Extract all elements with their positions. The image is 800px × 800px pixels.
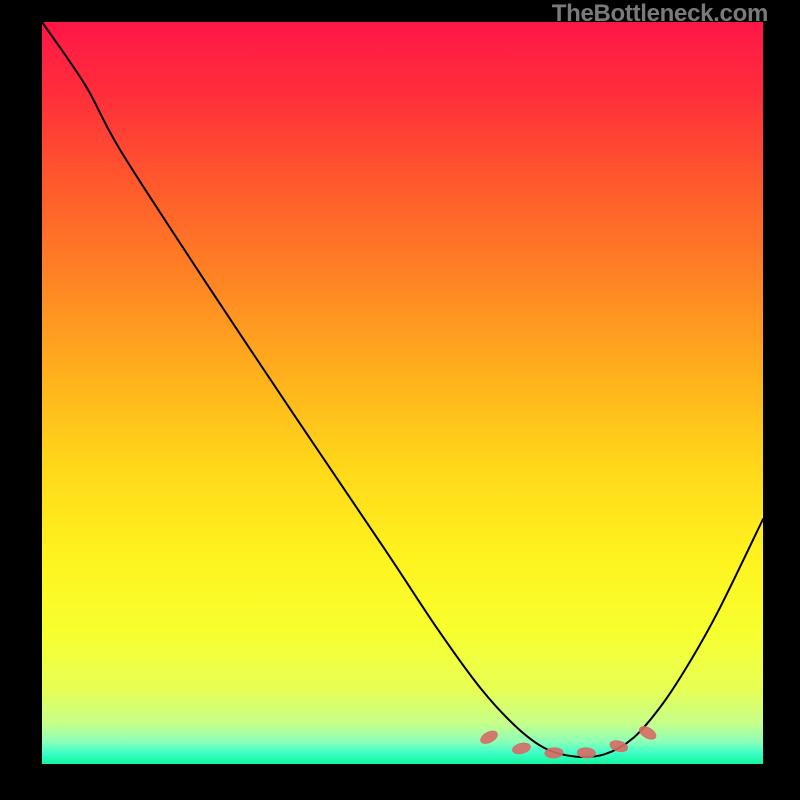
chart-frame: TheBottleneck.com [0,0,800,800]
watermark-text: TheBottleneck.com [552,0,768,28]
plot-background [42,22,763,764]
chart-svg [0,0,800,800]
